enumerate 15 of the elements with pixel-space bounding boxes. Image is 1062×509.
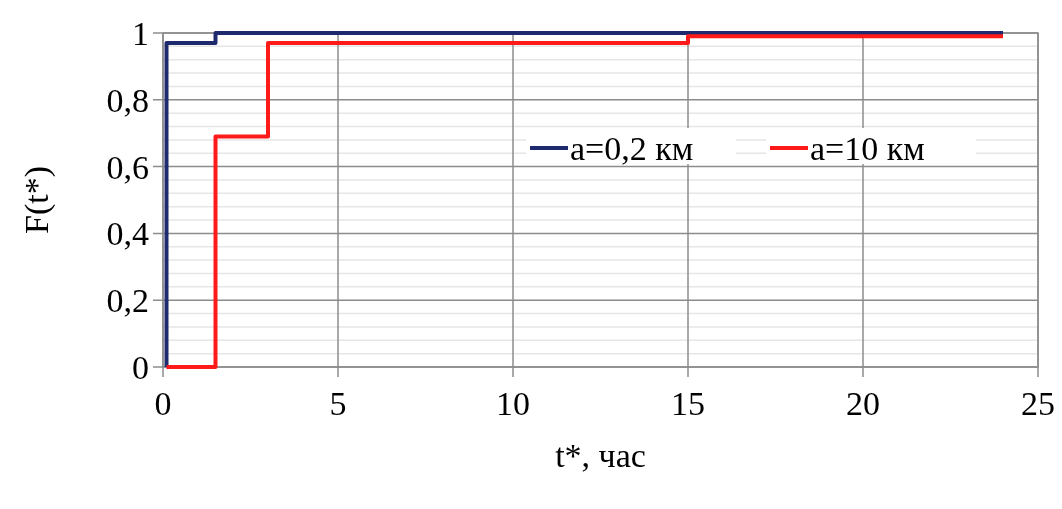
legend-label: a=10 км [810,130,925,167]
y-tick-label: 0,8 [106,81,149,119]
x-axis-title: t*, час [555,437,646,474]
y-tick-label: 1 [132,14,149,52]
y-tick-label: 0,6 [106,148,149,186]
y-axis-title: F(t*) [18,166,56,234]
x-tick-label: 5 [329,385,347,422]
y-tick-label: 0 [132,348,149,386]
y-tick-label: 0,2 [106,282,149,320]
legend-label: a=0,2 км [570,130,694,167]
x-tick-label: 20 [846,385,880,422]
x-tick-label: 15 [671,385,705,422]
y-tick-label: 0,4 [106,215,149,253]
x-tick-label: 10 [496,385,530,422]
x-tick-label: 25 [1021,385,1055,422]
